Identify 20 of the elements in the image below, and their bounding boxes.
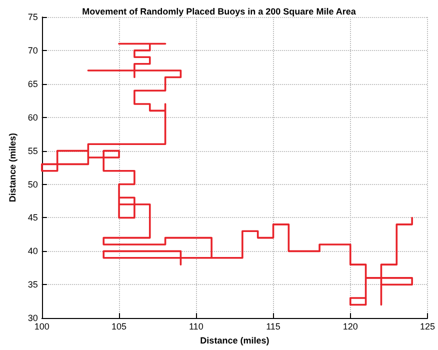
y-tick-label: 45 xyxy=(28,212,38,223)
x-tick-label: 120 xyxy=(342,322,358,332)
x-tick-label: 125 xyxy=(420,322,436,332)
y-tick-label: 40 xyxy=(28,246,38,256)
y-axis-title: Distance (miles) xyxy=(8,133,18,202)
y-tick-label: 55 xyxy=(28,146,38,156)
y-tick-label: 60 xyxy=(28,112,38,122)
line-series xyxy=(41,42,413,306)
x-tick-label: 105 xyxy=(112,322,127,332)
x-tick-label: 100 xyxy=(34,322,50,332)
y-tick-label: 50 xyxy=(28,179,38,190)
x-tick-label: 110 xyxy=(188,322,204,332)
x-tick-label: 115 xyxy=(266,322,280,332)
y-tick-label: 35 xyxy=(28,280,38,290)
chart-title: Movement of Randomly Placed Buoys in a 200 Square Mile Area xyxy=(82,6,357,16)
y-tick-label: 70 xyxy=(28,45,38,56)
y-tick-label: 75 xyxy=(28,12,38,22)
y-tick-label: 30 xyxy=(28,313,38,324)
y-tick-label: 65 xyxy=(28,78,38,89)
x-axis-title: Distance (miles) xyxy=(200,336,270,346)
